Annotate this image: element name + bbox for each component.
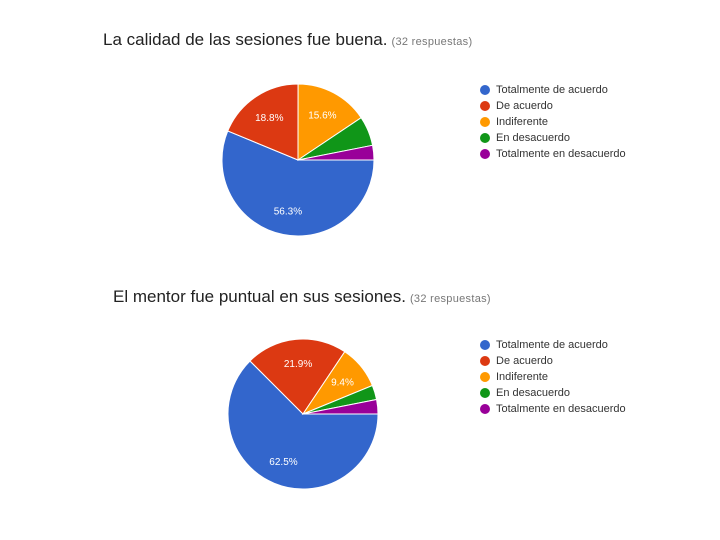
pie-chart: 62.5% 21.9% 9.4% <box>227 338 379 490</box>
legend-item: De acuerdo <box>480 98 626 114</box>
pie-slice-3 <box>297 83 362 161</box>
legend-label: Totalmente de acuerdo <box>496 339 608 351</box>
legend-swatch <box>480 149 490 159</box>
legend-item: Totalmente de acuerdo <box>480 337 626 353</box>
legend-label: De acuerdo <box>496 355 553 367</box>
pie-slice-1 <box>227 360 379 490</box>
slice-label-3: 9.4% <box>331 378 354 389</box>
legend: Totalmente de acuerdo De acuerdo Indifer… <box>480 82 626 162</box>
slice-label-2: 18.8% <box>255 113 283 124</box>
legend-item: Totalmente de acuerdo <box>480 82 626 98</box>
chart-title-text: La calidad de las sesiones fue buena. <box>103 30 388 49</box>
pie-slice-2 <box>227 83 299 161</box>
legend-item: Indiferente <box>480 369 626 385</box>
legend-label: De acuerdo <box>496 100 553 112</box>
legend-label: Indiferente <box>496 116 548 128</box>
legend-item: Indiferente <box>480 114 626 130</box>
legend-swatch <box>480 404 490 414</box>
pie-slice-2 <box>249 338 346 415</box>
legend-label: En desacuerdo <box>496 387 570 399</box>
chart-title-text: El mentor fue puntual en sus sesiones. <box>113 287 406 306</box>
pie-chart: 56.3% 18.8% 15.6% <box>221 83 375 237</box>
chart-calidad: La calidad de las sesiones fue buena. (32… <box>0 0 720 250</box>
legend-item: Totalmente en desacuerdo <box>480 401 626 417</box>
legend-item: Totalmente en desacuerdo <box>480 146 626 162</box>
legend-swatch <box>480 372 490 382</box>
legend-label: Totalmente de acuerdo <box>496 84 608 96</box>
legend-swatch <box>480 85 490 95</box>
chart-subtitle: (32 respuestas) <box>391 36 473 48</box>
slice-label-3: 15.6% <box>308 110 336 121</box>
slice-label-2: 21.9% <box>284 359 312 370</box>
legend-label: Indiferente <box>496 371 548 383</box>
legend-swatch <box>480 340 490 350</box>
legend-item: En desacuerdo <box>480 385 626 401</box>
chart-title: El mentor fue puntual en sus sesiones. (3… <box>113 287 491 307</box>
legend-swatch <box>480 133 490 143</box>
chart-title: La calidad de las sesiones fue buena. (32… <box>103 30 472 50</box>
legend-item: De acuerdo <box>480 353 626 369</box>
legend-swatch <box>480 117 490 127</box>
pie-slice-5 <box>302 398 379 415</box>
legend-swatch <box>480 388 490 398</box>
legend-label: Totalmente en desacuerdo <box>496 403 626 415</box>
pie-slice-5 <box>297 144 375 161</box>
chart-subtitle: (32 respuestas) <box>409 293 491 305</box>
legend-label: Totalmente en desacuerdo <box>496 148 626 160</box>
pie-slice-1 <box>221 130 375 237</box>
legend-swatch <box>480 356 490 366</box>
legend-label: En desacuerdo <box>496 132 570 144</box>
legend: Totalmente de acuerdo De acuerdo Indifer… <box>480 337 626 417</box>
slice-label-1: 56.3% <box>274 207 302 218</box>
slice-label-1: 62.5% <box>269 457 297 468</box>
legend-item: En desacuerdo <box>480 130 626 146</box>
chart-puntualidad: El mentor fue puntual en sus sesiones. (3… <box>0 260 720 510</box>
legend-swatch <box>480 101 490 111</box>
